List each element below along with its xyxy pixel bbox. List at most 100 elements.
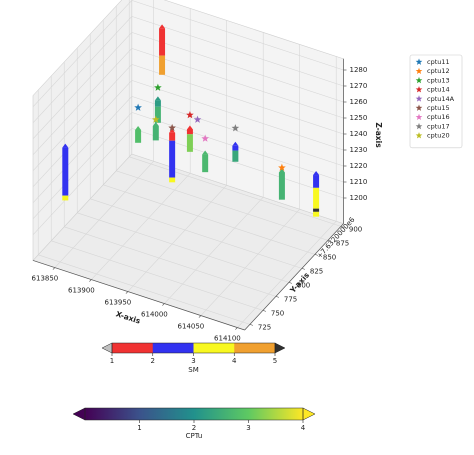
column-cap [202,150,209,155]
x-tick-label: 614100 [214,335,241,343]
grid-line [51,240,263,311]
colorbar-tick-label: 5 [273,357,277,365]
column-cap [186,125,193,130]
grid-line [32,0,133,108]
z-tick-label: 1200 [350,194,368,202]
star-marker [134,103,142,111]
legend-label: cptu20 [427,132,450,140]
column-cap [159,24,166,29]
legend-label: cptu14 [427,86,450,94]
x-axis-line [32,260,245,331]
x-tick [162,303,165,306]
grid-line [164,196,264,304]
column-segment [313,208,320,212]
y-tick-label: 825 [310,267,323,275]
z-tick-label: 1220 [350,162,368,170]
x-tick [198,315,202,318]
column-cap [152,122,159,126]
z-tick-label: 1240 [350,130,368,138]
colorbar-tick-label: 3 [246,424,250,432]
grid-line [131,64,344,135]
x-tick [235,327,238,330]
column-segment [154,100,161,107]
y-tick-label: 900 [349,225,362,233]
column-cap [313,171,320,176]
legend-box [409,54,463,149]
marks [62,24,320,217]
grid-line [90,198,302,269]
column-segment [169,140,176,178]
colorbar-extend-low [101,342,113,354]
grid-line [91,172,191,280]
colorbar-segment [112,343,154,353]
y-tick-label: 800 [297,281,310,289]
colorbar-label: CPTu [186,432,203,440]
column-cap [169,128,176,133]
grid-line [237,220,337,328]
legend-marker [415,67,423,75]
grid-line [32,80,133,188]
grid-line [32,112,133,220]
y-tick-label: 875 [336,239,349,247]
x-tick-label: 613850 [32,275,59,283]
star-marker [168,123,176,132]
y-tick [327,240,331,242]
z-tick-label: 1230 [350,146,368,154]
grid-line [200,208,300,316]
column-cap [62,143,69,148]
legend-marker [415,58,423,65]
star-marker [201,134,209,142]
grid-line [127,184,227,292]
legend-marker [415,104,423,111]
colorbar-extend-low [72,407,86,421]
legend-label: cptu14A [427,95,455,103]
z-axis-label: Z-axis [374,122,383,148]
grid-line [32,128,133,236]
grid-line [77,212,289,283]
colorbar-extend-high [274,342,286,354]
legend-marker [415,76,423,84]
y-tick-label: 750 [271,309,284,317]
z-tick-label: 1270 [350,82,368,90]
colorbar-tick-label: 1 [110,357,114,365]
column-segment [278,172,285,200]
z-tick-label: 1260 [350,98,368,106]
y-tick [301,268,305,270]
legend-label: cptu16 [427,113,450,121]
left-pane [32,0,133,262]
legend-label: cptu11 [427,58,450,66]
grid-line [32,16,133,124]
legend: cptu11cptu12cptu13cptu14cptu14Acptu15cpt… [409,54,463,149]
legend-marker [415,132,423,139]
colorbars: 1 2 3 4 5 SM 1 2 3 4 CPTu [72,342,316,440]
grid-line [32,64,133,172]
column-segment [313,175,320,188]
panes [32,0,345,331]
column-segment [154,106,161,123]
y-tick [340,226,344,228]
column-segment [186,134,193,152]
legend-label: cptu17 [427,122,450,130]
y-tick [262,310,266,312]
column-segment [169,132,176,141]
column-segment [232,145,239,151]
grid [32,0,347,331]
x-tick-label: 613900 [68,287,95,295]
grid-line [131,128,344,199]
y-axis-line [244,223,344,331]
grid-line [64,226,276,297]
x-tick [125,291,129,294]
colorbar-label: SM [188,366,198,374]
y-tick [314,254,318,256]
legend-label: cptu15 [427,104,450,112]
grid-line [131,32,344,103]
column-segment [152,126,159,141]
x-tick-label: 614050 [178,323,205,331]
star-marker [278,163,286,171]
z-tick-label: 1210 [350,178,368,186]
star-marker [151,115,160,123]
star-marker [154,83,162,91]
grid-line [131,48,344,119]
grid-line [38,254,250,325]
